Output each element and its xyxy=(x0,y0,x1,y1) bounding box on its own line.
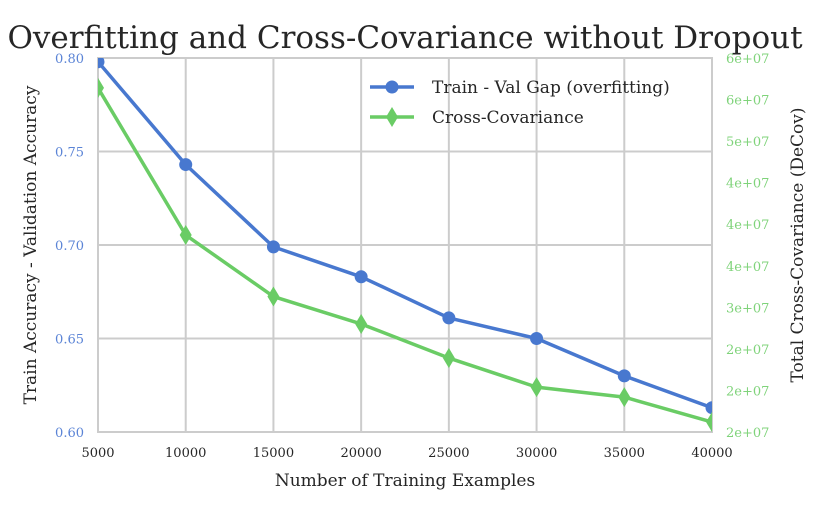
data-point xyxy=(266,240,280,254)
y-axis-label: Train Accuracy - Validation Accuracy xyxy=(21,85,41,404)
y-right-axis-label: Total Cross-Covariance (DeCov) xyxy=(788,107,808,382)
legend-label-cross-covariance: Cross-Covariance xyxy=(432,108,584,128)
legend-marker-circle xyxy=(385,80,399,94)
y-tick-label: 0.70 xyxy=(55,239,84,254)
x-tick-label: 25000 xyxy=(428,446,469,461)
data-point xyxy=(442,311,456,325)
data-point xyxy=(179,158,193,172)
x-tick-label: 20000 xyxy=(340,446,381,461)
y-tick-label: 0.60 xyxy=(55,426,84,441)
x-tick-label: 40000 xyxy=(691,446,732,461)
x-tick-label: 15000 xyxy=(253,446,294,461)
y-right-tick-label: 4e+07 xyxy=(726,260,769,275)
y-right-tick-labels: 2e+07 2e+07 2e+07 3e+07 4e+07 4e+07 4e+07 5e+07… xyxy=(726,52,769,441)
legend-marker-diamond xyxy=(386,107,398,127)
x-tick-label: 35000 xyxy=(604,446,645,461)
y-tick-label: 0.65 xyxy=(55,333,84,348)
series-cross-covariance xyxy=(98,77,712,432)
legend: Train - Val Gap (overfitting) Cross-Cova… xyxy=(370,78,670,128)
series-layer xyxy=(98,58,712,432)
data-point xyxy=(530,332,544,345)
y-right-tick-label: 4e+07 xyxy=(726,177,769,192)
data-point xyxy=(618,387,631,408)
y-right-tick-label: 6e+07 xyxy=(726,52,769,67)
x-tick-label: 5000 xyxy=(81,446,114,461)
data-point xyxy=(267,286,280,307)
data-point xyxy=(706,412,712,432)
data-point xyxy=(530,377,543,398)
data-point xyxy=(355,313,368,334)
y-tick-label: 0.80 xyxy=(55,52,84,67)
data-point xyxy=(179,225,192,246)
chart-title: Overfitting and Cross-Covariance without… xyxy=(7,20,803,56)
series-line xyxy=(98,60,712,410)
y-right-tick-label: 4e+07 xyxy=(726,218,769,233)
x-axis-label: Number of Training Examples xyxy=(275,471,535,491)
data-point xyxy=(98,77,104,98)
y-right-tick-label: 2e+07 xyxy=(726,426,769,441)
x-tick-label: 30000 xyxy=(516,446,557,461)
data-point xyxy=(705,401,712,415)
y-right-tick-label: 3e+07 xyxy=(726,301,769,316)
data-point xyxy=(617,369,631,383)
x-tick-labels: 5000 10000 15000 20000 25000 30000 35000 40000 xyxy=(81,446,732,461)
data-point xyxy=(354,270,368,284)
y-right-tick-label: 2e+07 xyxy=(726,343,769,358)
data-point xyxy=(98,58,105,69)
y-right-tick-label: 5e+07 xyxy=(726,135,769,150)
series-line xyxy=(98,87,712,424)
plot-frame xyxy=(97,57,713,433)
y-right-tick-label: 2e+07 xyxy=(726,384,769,399)
y-tick-labels: 0.60 0.65 0.70 0.75 0.80 xyxy=(55,52,84,441)
y-tick-label: 0.75 xyxy=(55,146,84,161)
data-point xyxy=(442,348,455,369)
legend-label-train-val-gap: Train - Val Gap (overfitting) xyxy=(432,78,670,98)
x-tick-label: 10000 xyxy=(165,446,206,461)
series-train-val-gap xyxy=(98,58,712,415)
y-right-tick-label: 6e+07 xyxy=(726,94,769,109)
